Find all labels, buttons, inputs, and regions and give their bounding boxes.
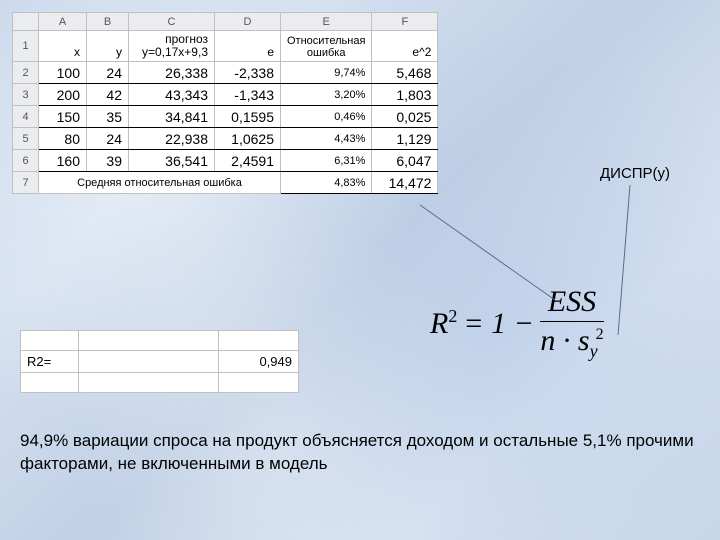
- cell-y[interactable]: 35: [87, 106, 129, 128]
- header-forecast[interactable]: прогноз y=0,17x+9,3: [129, 31, 215, 62]
- formula-eq: = 1 −: [463, 307, 534, 341]
- spreadsheet-table: A B C D E F 1 x y прогноз y=0,17x+9,3 e …: [12, 12, 438, 194]
- cell-e[interactable]: -1,343: [215, 84, 281, 106]
- cell-x[interactable]: 160: [39, 150, 87, 172]
- cell-e[interactable]: 1,0625: [215, 128, 281, 150]
- cell-x[interactable]: 100: [39, 62, 87, 84]
- cell-y[interactable]: 39: [87, 150, 129, 172]
- r2-label[interactable]: R2=: [21, 351, 79, 373]
- cell-y[interactable]: 24: [87, 62, 129, 84]
- table-row: 21002426,338-2,3389,74%5,468: [13, 62, 438, 84]
- cell-e2[interactable]: 1,803: [372, 84, 438, 106]
- cell-e[interactable]: 0,1595: [215, 106, 281, 128]
- col-header[interactable]: F: [372, 13, 438, 31]
- cell-e2[interactable]: 1,129: [372, 128, 438, 150]
- cell-forecast[interactable]: 26,338: [129, 62, 215, 84]
- header-e2[interactable]: e^2: [372, 31, 438, 62]
- summary-row: 7 Средняя относительная ошибка 4,83% 14,…: [13, 172, 438, 194]
- col-header[interactable]: C: [129, 13, 215, 31]
- table-row: 32004243,343-1,3433,20%1,803: [13, 84, 438, 106]
- col-header[interactable]: A: [39, 13, 87, 31]
- dispr-label: ДИСПР(y): [600, 165, 670, 182]
- cell-e2[interactable]: 6,047: [372, 150, 438, 172]
- col-header[interactable]: D: [215, 13, 281, 31]
- cell-x[interactable]: 80: [39, 128, 87, 150]
- r2-formula: R2 = 1 − ESS n · sy2: [430, 285, 604, 362]
- header-y[interactable]: y: [87, 31, 129, 62]
- row-header[interactable]: 5: [13, 128, 39, 150]
- col-header[interactable]: E: [281, 13, 372, 31]
- cell-e[interactable]: -2,338: [215, 62, 281, 84]
- cell-relerr[interactable]: 6,31%: [281, 150, 372, 172]
- r2-table: R2= 0,949: [20, 330, 299, 393]
- header-x[interactable]: x: [39, 31, 87, 62]
- cell-relerr[interactable]: 0,46%: [281, 106, 372, 128]
- cell-relerr[interactable]: 9,74%: [281, 62, 372, 84]
- cell-y[interactable]: 42: [87, 84, 129, 106]
- summary-label[interactable]: Средняя относительная ошибка: [39, 172, 281, 194]
- header-relerr[interactable]: Относительная ошибка: [281, 31, 372, 62]
- formula-fraction: ESS n · sy2: [540, 285, 604, 362]
- cell-e[interactable]: 2,4591: [215, 150, 281, 172]
- header-forecast-top: прогноз: [165, 32, 208, 46]
- col-header-row: A B C D E F: [13, 13, 438, 31]
- cell-x[interactable]: 150: [39, 106, 87, 128]
- row-header[interactable]: 4: [13, 106, 39, 128]
- cell-forecast[interactable]: 36,541: [129, 150, 215, 172]
- cell-e2[interactable]: 5,468: [372, 62, 438, 84]
- r2-value[interactable]: 0,949: [219, 351, 299, 373]
- cell-forecast[interactable]: 43,343: [129, 84, 215, 106]
- r2-mid[interactable]: [79, 351, 219, 373]
- table-row: 41503534,8410,15950,46%0,025: [13, 106, 438, 128]
- cell-x[interactable]: 200: [39, 84, 87, 106]
- cell-relerr[interactable]: 3,20%: [281, 84, 372, 106]
- cell-forecast[interactable]: 22,938: [129, 128, 215, 150]
- summary-relerr[interactable]: 4,83%: [281, 172, 372, 194]
- table-row: 61603936,5412,45916,31%6,047: [13, 150, 438, 172]
- cell-forecast[interactable]: 34,841: [129, 106, 215, 128]
- formula-numerator: ESS: [540, 285, 604, 322]
- row-header[interactable]: 7: [13, 172, 39, 194]
- cell-relerr[interactable]: 4,43%: [281, 128, 372, 150]
- formula-lhs: R2: [430, 306, 457, 341]
- cell-y[interactable]: 24: [87, 128, 129, 150]
- corner-cell[interactable]: [13, 13, 39, 31]
- table-row: 5802422,9381,06254,43%1,129: [13, 128, 438, 150]
- row-header[interactable]: 1: [13, 31, 39, 62]
- header-row: 1 x y прогноз y=0,17x+9,3 e Относительна…: [13, 31, 438, 62]
- formula-denominator: n · sy2: [540, 322, 603, 362]
- col-header[interactable]: B: [87, 13, 129, 31]
- cell-e2[interactable]: 0,025: [372, 106, 438, 128]
- row-header[interactable]: 2: [13, 62, 39, 84]
- explanation-text: 94,9% вариации спроса на продукт объясня…: [20, 430, 700, 476]
- header-forecast-bot: y=0,17x+9,3: [142, 45, 208, 59]
- header-e[interactable]: e: [215, 31, 281, 62]
- row-header[interactable]: 3: [13, 84, 39, 106]
- row-header[interactable]: 6: [13, 150, 39, 172]
- summary-ess[interactable]: 14,472: [372, 172, 438, 194]
